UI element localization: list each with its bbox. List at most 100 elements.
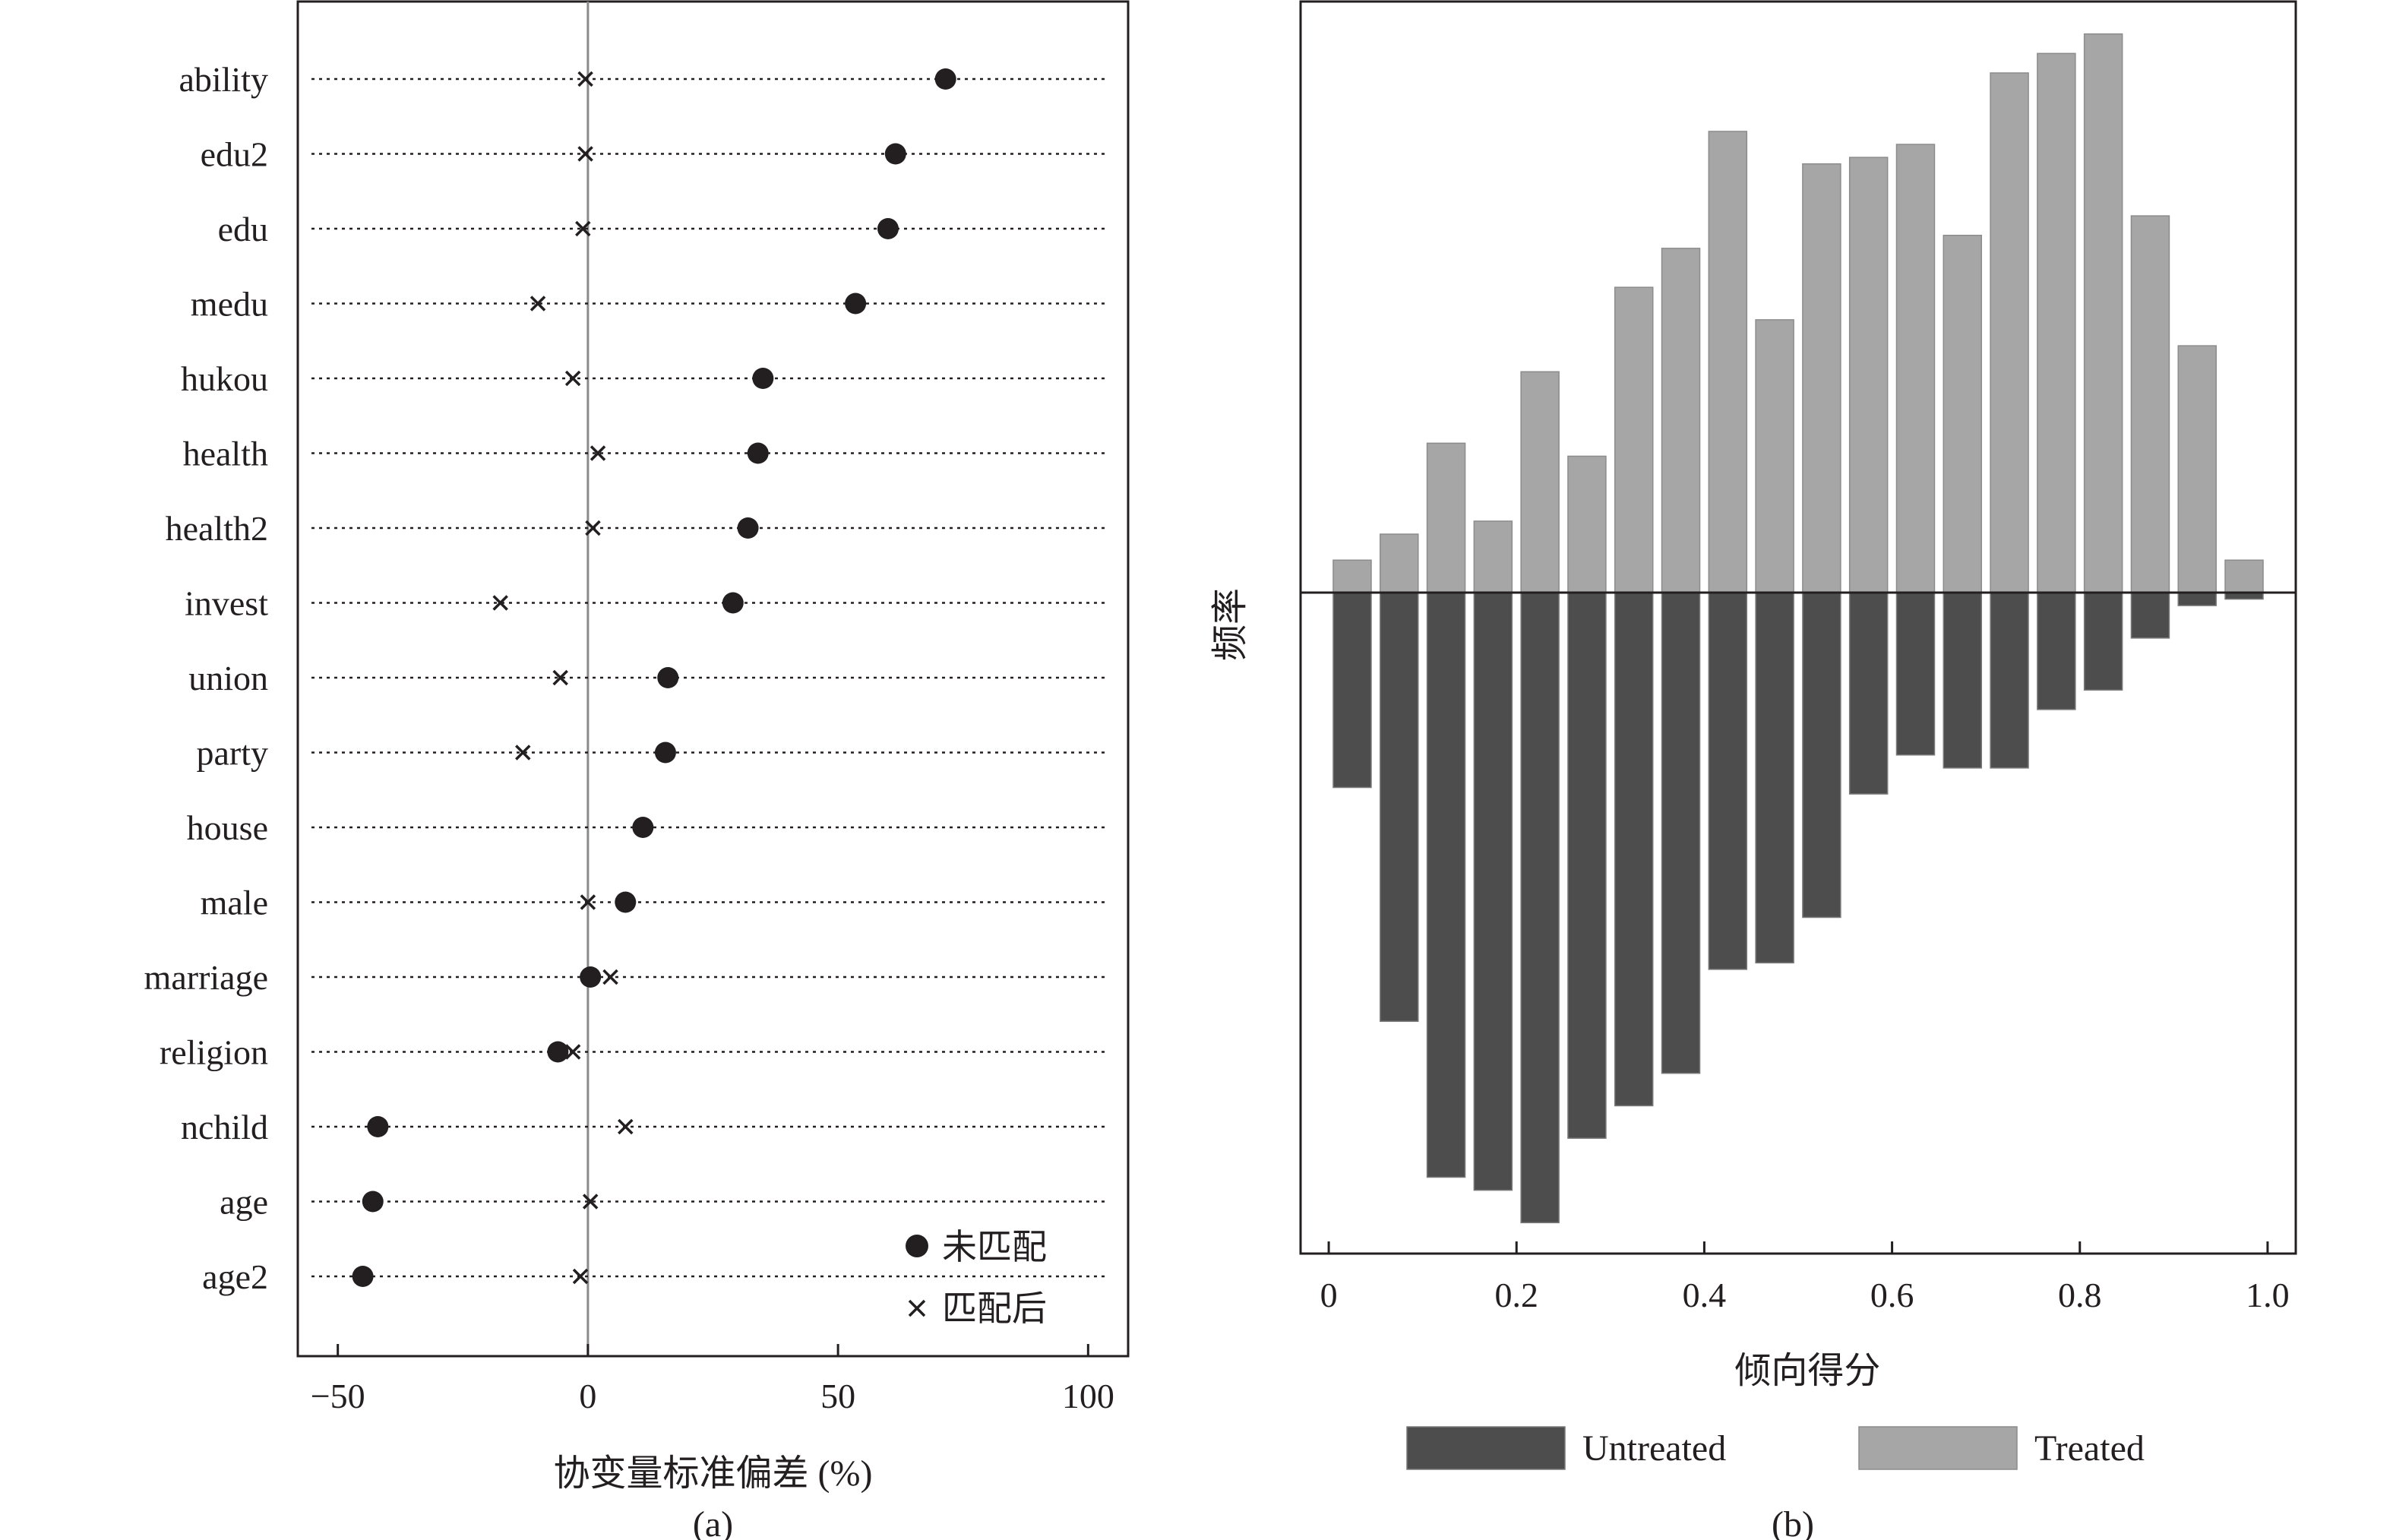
covariate-label: religion (160, 1033, 268, 1072)
untreated-bar (1943, 592, 1983, 769)
unmatched-point (737, 517, 759, 539)
covariate-label: ability (179, 60, 268, 99)
matched-point (585, 520, 601, 536)
untreated-bar (1614, 592, 1654, 1107)
matched-point (572, 1268, 589, 1285)
panel-b-y-axis-title: 频率 (1210, 588, 1250, 661)
covariate-label: union (188, 659, 268, 697)
unmatched-point (657, 667, 679, 688)
x-tick-label: −50 (311, 1377, 365, 1415)
untreated-bar (1990, 592, 2029, 769)
treated-bar (2177, 345, 2217, 593)
matched-point (552, 669, 568, 686)
panel-b-label: (b) (1772, 1504, 1814, 1540)
treated-bar (1614, 286, 1654, 593)
covariate-label: edu2 (201, 135, 268, 174)
treated-bar (1661, 248, 1701, 593)
treated-bar (1520, 371, 1560, 593)
covariate-label: health (183, 435, 268, 473)
panel-b-propensity-histogram: 0 0.2 0.4 0.6 0.8 1.0 倾向得分 频率 (b) Untreated Treate… (1210, 0, 2297, 1540)
untreated-bar (1802, 592, 1841, 919)
unmatched-point (654, 742, 676, 764)
untreated-bar (1426, 592, 1466, 1178)
panel-a-frame (296, 0, 1130, 1358)
covariate-label: marriage (144, 958, 268, 997)
unmatched-point (547, 1041, 569, 1063)
matched-point (590, 445, 606, 461)
untreated-bar (2130, 592, 2170, 639)
x-tick-label: 0.2 (1494, 1276, 1538, 1314)
matched-point (515, 745, 531, 761)
unmatched-point (934, 68, 956, 90)
unmatched-point (877, 218, 899, 239)
legend-matched-swatch (908, 1299, 926, 1317)
untreated-bar (1895, 592, 1936, 756)
treated-bar (1567, 455, 1607, 593)
covariate-label: nchild (181, 1108, 268, 1146)
x-tick-label: 100 (1062, 1377, 1114, 1415)
legend-unmatched-swatch (906, 1235, 928, 1257)
covariate-label: house (187, 808, 268, 847)
x-tick-label: 0.4 (1683, 1276, 1727, 1314)
treated-bar (1380, 533, 1419, 593)
treated-bar (1473, 520, 1513, 593)
untreated-bar (2037, 592, 2076, 710)
covariate-label: age (220, 1183, 268, 1222)
treated-bar (1426, 442, 1466, 593)
legend-untreated-swatch (1406, 1426, 1566, 1470)
legend-untreated-label: Untreated (1582, 1428, 1726, 1469)
panel-a-x-axis-title: 协变量标准偏差 (%) (554, 1453, 873, 1494)
covariate-label: age2 (202, 1257, 268, 1296)
treated-bar (1943, 235, 1983, 593)
matched-point (602, 969, 618, 985)
unmatched-point (722, 592, 744, 614)
unmatched-point (632, 817, 654, 838)
x-tick-label: 0 (579, 1377, 596, 1415)
treated-bar (1895, 144, 1936, 593)
untreated-bar (1567, 592, 1607, 1139)
matched-point (580, 894, 596, 910)
x-tick-label: 0.6 (1870, 1276, 1914, 1314)
panel-b-x-axis-title: 倾向得分 (1734, 1351, 1880, 1391)
unmatched-point (615, 891, 637, 913)
treated-bar (1848, 157, 1889, 593)
treated-bar (1802, 163, 1841, 593)
matched-point (529, 296, 546, 311)
matched-point (564, 370, 581, 387)
legend-treated-label: Treated (2034, 1428, 2145, 1469)
matched-point (564, 1044, 581, 1060)
x-tick-label: 50 (820, 1377, 855, 1415)
untreated-bar (1380, 592, 1419, 1023)
matched-point (582, 1194, 599, 1210)
untreated-bar (1661, 592, 1701, 1074)
covariate-label: edu (218, 210, 268, 248)
x-tick-label: 1.0 (2246, 1276, 2290, 1314)
x-tick-label: 0 (1320, 1276, 1338, 1314)
legend-matched-label: 匹配后 (942, 1289, 1047, 1328)
covariate-label: medu (191, 285, 268, 324)
unmatched-point (362, 1191, 384, 1213)
covariate-label: party (196, 734, 268, 773)
unmatched-point (752, 368, 774, 389)
matched-point (618, 1118, 634, 1135)
treated-bar (1332, 559, 1372, 593)
untreated-bar (1332, 592, 1372, 789)
unmatched-point (367, 1116, 389, 1137)
treated-bar (2037, 52, 2076, 593)
treated-bar (2083, 33, 2123, 593)
untreated-bar (1848, 592, 1889, 795)
untreated-bar (2177, 592, 2217, 606)
untreated-bar (1520, 592, 1560, 1224)
untreated-bar (1755, 592, 1794, 964)
panel-a-covariate-balance: ability edu2 edu medu hukou health health2 inve… (144, 0, 1130, 1540)
legend-unmatched-label: 未匹配 (942, 1228, 1047, 1266)
unmatched-point (747, 442, 769, 464)
treated-bar (1708, 131, 1748, 593)
legend-treated-swatch (1858, 1426, 2018, 1470)
untreated-bar (1473, 592, 1513, 1191)
unmatched-point (884, 143, 906, 165)
matched-point (492, 595, 508, 611)
matched-point (575, 220, 591, 237)
unmatched-point (845, 293, 867, 315)
